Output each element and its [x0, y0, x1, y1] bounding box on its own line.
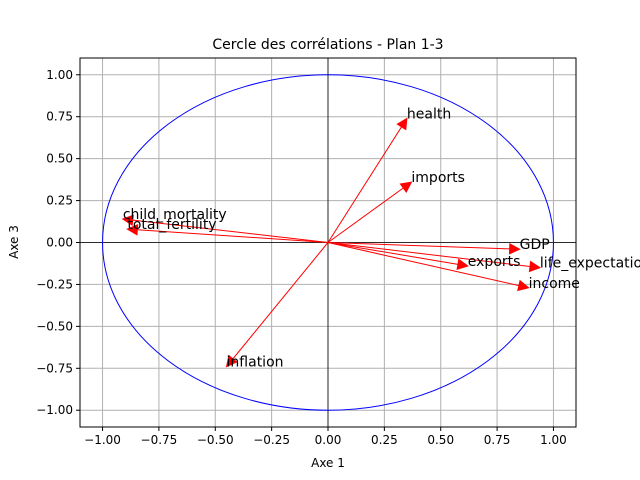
arrow-shaft — [327, 187, 404, 243]
x-tick-label: −0.75 — [141, 433, 178, 447]
arrow-head — [528, 260, 542, 273]
arrow-life-expectation — [327, 242, 542, 273]
x-tick-label: 0.50 — [427, 433, 454, 447]
y-ticks: −1.00 −0.75 −0.50 −0.25 0.00 0.25 0.50 0.75 1.00 — [36, 68, 80, 417]
variable-label: exports — [468, 254, 521, 270]
arrow-head — [508, 243, 521, 255]
y-axis-label: Axe 3 — [7, 225, 21, 259]
variable-labels: health imports child_mortalitytotal_fertil… — [123, 106, 640, 370]
arrow-head — [399, 181, 413, 193]
arrow-shaft — [327, 126, 402, 243]
arrow-shaft — [327, 242, 520, 287]
arrow-head — [126, 223, 139, 236]
arrow-shaft — [327, 242, 531, 267]
x-tick-label: 0.25 — [371, 433, 398, 447]
unit-circle — [102, 74, 554, 411]
variable-label: total_fertility — [127, 217, 216, 233]
y-tick-label: −0.75 — [36, 361, 73, 375]
arrow-head — [121, 214, 134, 226]
chart-title: Cercle des corrélations - Plan 1-3 — [212, 37, 443, 53]
variable-label: health — [407, 106, 451, 122]
variable-label: GDP — [520, 237, 550, 253]
y-tick-label: 0.50 — [46, 152, 73, 166]
y-tick-label: −1.00 — [36, 403, 73, 417]
variable-label: income — [529, 276, 580, 292]
x-ticks: −1.00 −0.75 −0.50 −0.25 0.00 0.25 0.50 0.75 1.00 — [84, 427, 567, 447]
variable-label: child_mortality — [123, 207, 227, 223]
arrow-health — [327, 117, 408, 243]
x-axis-label: Axe 1 — [311, 456, 345, 470]
x-tick-label: 1.00 — [540, 433, 567, 447]
arrow-shaft — [327, 242, 510, 250]
x-tick-label: −1.00 — [84, 433, 121, 447]
arrow-shaft — [327, 242, 459, 265]
arrow-total-fertility — [126, 223, 329, 243]
arrows — [121, 117, 542, 368]
y-tick-label: 0.75 — [46, 110, 73, 124]
arrow-head — [396, 117, 408, 131]
variable-label: inflation — [227, 355, 284, 371]
arrow-head — [225, 354, 238, 368]
arrow-head — [517, 279, 530, 292]
y-tick-label: 1.00 — [46, 68, 73, 82]
arrow-imports — [327, 181, 413, 243]
arrow-GDP — [327, 242, 521, 255]
x-tick-label: −0.25 — [253, 433, 290, 447]
unit-circle-group — [102, 74, 554, 411]
y-tick-label: 0.00 — [46, 236, 73, 250]
variable-label: imports — [411, 170, 465, 186]
y-tick-label: −0.25 — [36, 277, 73, 291]
arrow-head — [456, 258, 469, 270]
x-tick-label: 0.00 — [315, 433, 342, 447]
y-tick-label: −0.50 — [36, 319, 73, 333]
x-tick-label: −0.50 — [197, 433, 234, 447]
arrow-shaft — [132, 219, 329, 243]
variable-label: life_expectation — [540, 256, 640, 272]
arrow-income — [327, 242, 530, 292]
x-tick-label: 0.75 — [484, 433, 511, 447]
arrow-shaft — [137, 229, 329, 243]
arrow-child-mortality — [121, 214, 329, 243]
arrow-inflation — [225, 242, 329, 368]
arrow-shaft — [232, 242, 329, 360]
y-tick-label: 0.25 — [46, 194, 73, 208]
arrow-exports — [327, 242, 469, 270]
